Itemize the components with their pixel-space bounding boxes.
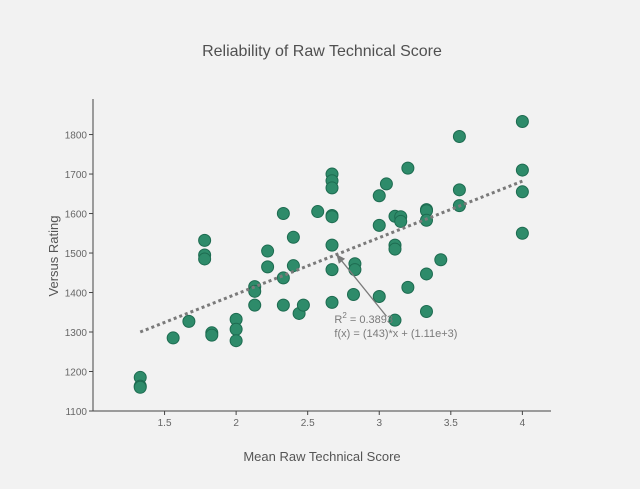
data-point: [401, 280, 415, 294]
data-point: [434, 253, 448, 267]
axes: [92, 99, 551, 412]
y-tick-label: 1100: [65, 407, 87, 418]
data-point: [229, 334, 243, 348]
y-tick-label: 1700: [65, 170, 88, 181]
data-point: [261, 260, 275, 274]
data-point: [452, 130, 466, 144]
chart-title: Reliability of Raw Technical Score: [202, 43, 442, 60]
annotation-equation: f(x) = (143)*x + (1.11e+3): [334, 328, 457, 340]
data-point: [198, 233, 212, 247]
data-point: [388, 242, 402, 256]
fit-annotation: R2 = 0.3893 f(x) = (143)*x + (1.11e+3): [334, 254, 457, 340]
trendline: [139, 179, 523, 334]
data-point: [166, 331, 180, 345]
y-tick-label: 1500: [65, 249, 88, 260]
annotation-arrowhead: [336, 254, 346, 264]
data-point: [296, 298, 310, 312]
y-tick-label: 1800: [65, 131, 88, 142]
data-point: [325, 238, 339, 252]
x-tick-label: 2.5: [301, 418, 315, 429]
data-point: [325, 181, 339, 195]
data-point: [452, 183, 466, 197]
r-squared-base: R: [334, 314, 342, 326]
data-point: [401, 161, 415, 175]
data-point: [198, 252, 212, 266]
annotation-r-squared: R2 = 0.3893: [334, 311, 393, 326]
x-tick-label: 3.5: [444, 418, 458, 429]
data-point: [182, 314, 196, 328]
data-point: [248, 298, 262, 312]
x-ticks: 1.5 2 2.5 3 3.5 4: [158, 411, 526, 429]
data-point: [379, 177, 393, 191]
data-point: [229, 322, 243, 336]
data-point: [325, 295, 339, 309]
y-tick-label: 1400: [65, 289, 88, 300]
data-point: [388, 313, 402, 327]
x-tick-label: 3: [376, 418, 382, 429]
data-point: [394, 214, 408, 228]
data-point: [515, 185, 529, 199]
y-axis-label: Versus Rating: [46, 216, 61, 297]
data-point: [515, 115, 529, 129]
data-point: [325, 210, 339, 224]
y-tick-label: 1300: [65, 328, 88, 339]
r-squared-superscript: 2: [342, 311, 347, 320]
data-point: [419, 304, 433, 318]
y-tick-label: 1600: [65, 210, 88, 221]
annotation-arrow: [341, 260, 387, 317]
data-point: [133, 380, 147, 394]
data-point: [276, 298, 290, 312]
r-squared-value: = 0.3893: [347, 314, 393, 326]
x-tick-label: 2: [233, 418, 239, 429]
trendline-group: [139, 179, 523, 334]
x-axis-label: Mean Raw Technical Score: [243, 449, 400, 464]
data-point: [348, 263, 362, 277]
data-point: [372, 189, 386, 203]
data-point: [248, 284, 262, 298]
data-point: [286, 230, 300, 244]
x-tick-label: 4: [520, 418, 526, 429]
data-point: [205, 328, 219, 342]
data-point: [325, 263, 339, 277]
data-point: [346, 287, 360, 301]
data-point: [419, 267, 433, 281]
data-point: [311, 205, 325, 219]
data-point: [276, 207, 290, 221]
x-tick-label: 1.5: [158, 418, 172, 429]
data-point: [515, 163, 529, 177]
data-point: [372, 289, 386, 303]
data-points: [133, 115, 529, 394]
y-tick-label: 1200: [65, 368, 88, 379]
data-point: [515, 226, 529, 240]
data-point: [261, 244, 275, 258]
y-ticks: 1100 1200 1300 1400 1500 1600 1700 1800: [65, 131, 93, 418]
data-point: [372, 218, 386, 232]
